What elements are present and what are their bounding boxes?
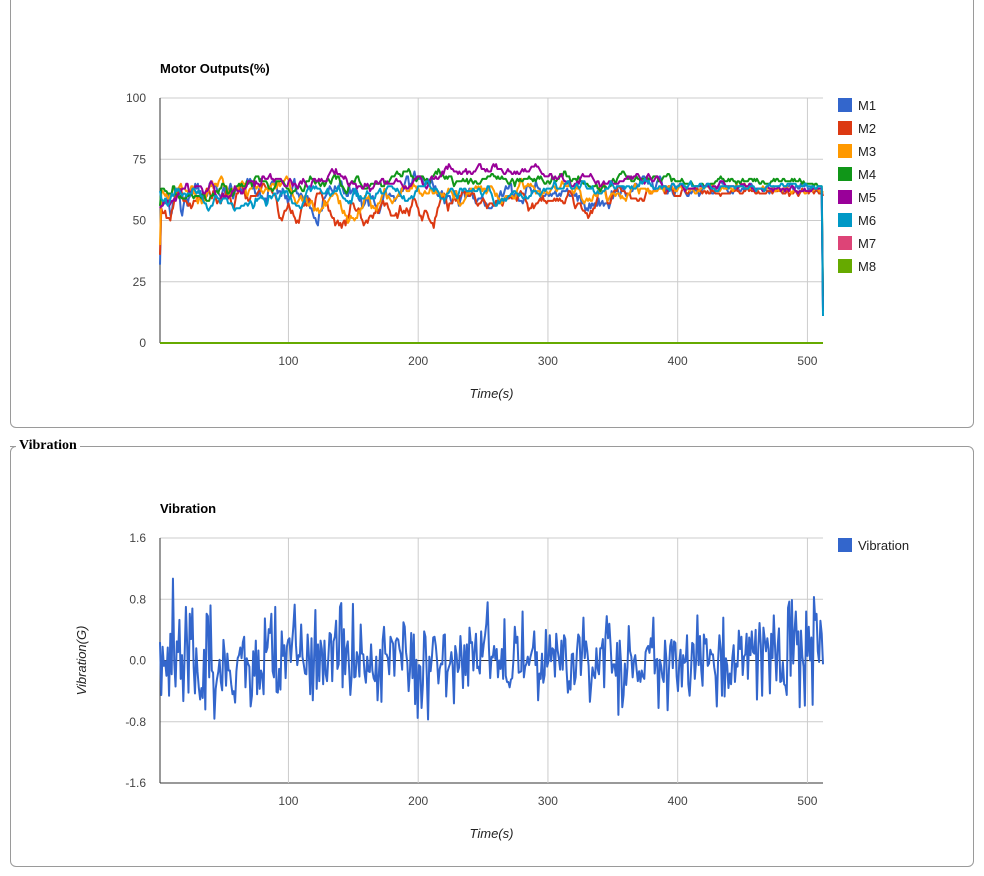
y-tick-label: 25: [133, 275, 147, 289]
y-tick-label: 75: [133, 152, 147, 166]
legend-label: Vibration: [858, 538, 909, 553]
legend-label: M8: [858, 259, 876, 274]
x-tick-label: 400: [668, 354, 688, 368]
series-line-m6: [159, 177, 824, 317]
chart-title: Motor Outputs(%): [160, 61, 270, 76]
y-tick-label: -1.6: [125, 776, 146, 790]
legend-swatch: [838, 259, 852, 273]
x-tick-label: 200: [408, 794, 428, 808]
vibration-chart: Vibration 1.6 0.8 0.0 -0.8 -1.6 100 200 300 400 50…: [74, 501, 909, 841]
legend-swatch: [838, 538, 852, 552]
y-tick-label: 50: [133, 214, 147, 228]
series-line-m4: [159, 168, 824, 297]
x-tick-label: 500: [797, 354, 817, 368]
vibration-section-legend: Vibration: [10, 438, 80, 454]
x-tick-label: 100: [278, 354, 298, 368]
x-tick-label: 300: [538, 794, 558, 808]
legend-label: M5: [858, 190, 876, 205]
y-tick-label: 0: [139, 336, 146, 350]
y-tick-label: 0.8: [129, 592, 146, 606]
legend-label: M1: [858, 98, 876, 113]
y-axis-title: Vibration(G): [74, 626, 89, 696]
legend-swatch: [838, 121, 852, 135]
legend-label: M2: [858, 121, 876, 136]
series-line-vibration: [159, 577, 824, 721]
x-axis-title: Time(s): [470, 826, 514, 841]
legend-swatch: [838, 190, 852, 204]
x-tick-label: 400: [668, 794, 688, 808]
legend-swatch: [838, 98, 852, 112]
legend-label: M4: [858, 167, 876, 182]
y-tick-label: 1.6: [129, 531, 146, 545]
legend-label: M3: [858, 144, 876, 159]
legend-swatch: [838, 167, 852, 181]
legend-swatch: [838, 213, 852, 227]
x-tick-label: 500: [797, 794, 817, 808]
x-axis-title: Time(s): [470, 386, 514, 401]
legend-label: M7: [858, 236, 876, 251]
y-tick-label: -0.8: [125, 715, 146, 729]
legend-swatch: [838, 236, 852, 250]
chart-title: Vibration: [160, 501, 216, 516]
x-tick-label: 100: [278, 794, 298, 808]
x-tick-label: 200: [408, 354, 428, 368]
series-line-m5: [159, 163, 824, 309]
y-tick-label: 0.0: [129, 654, 146, 668]
legend-swatch: [838, 144, 852, 158]
motor-outputs-chart: Motor Outputs(%) 0 25 50 75 100 100 200 300 400 50…: [126, 61, 876, 401]
legend-label: M6: [858, 213, 876, 228]
y-tick-label: 100: [126, 91, 146, 105]
x-tick-label: 300: [538, 354, 558, 368]
